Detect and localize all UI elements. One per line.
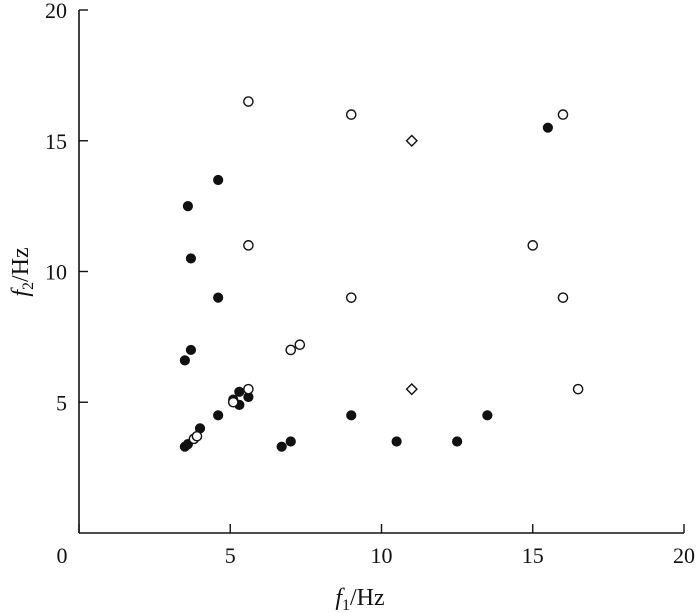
y-tick-label: 10 [45,260,67,285]
axis-ticks [78,9,685,533]
data-point-open-circle [294,339,306,351]
x-tick-label: 0 [57,543,68,568]
data-point-open-circle [285,344,297,356]
data-point-filled-circle [391,436,402,447]
data-point-open-circle [191,430,203,442]
x-tick-label: 5 [225,543,236,568]
data-point-open-circle [243,240,254,251]
data-point-filled-circle [346,410,357,421]
data-point-filled-circle [179,355,190,366]
data-point-filled-circle [185,344,197,356]
data-point-filled-circle [213,292,224,303]
data-point-filled-circle [542,122,553,133]
data-point-filled-circle [185,253,197,264]
data-point-open-circle [557,109,569,120]
data-point-open-circle [345,109,357,120]
x-tick-label: 15 [522,543,544,568]
data-point-open-circle [345,292,357,303]
y-axis-title: f2/Hz [8,247,37,296]
data-point-open-diamond [405,382,418,396]
data-point-filled-circle [234,386,245,397]
data-point-open-circle [243,383,254,395]
data-point-open-circle [572,383,584,395]
data-point-filled-circle [285,436,296,447]
data-point-open-circle [557,292,569,303]
data-point-filled-circle [182,201,193,212]
data-point-open-diamond [405,134,418,147]
x-tick-label: 10 [371,543,393,568]
x-tick-label: 20 [673,543,695,568]
y-tick-label: 5 [56,390,67,415]
data-points [179,96,584,452]
data-point-filled-circle [482,410,493,421]
data-point-filled-circle [452,436,463,447]
data-point-filled-circle [213,410,224,421]
data-point-open-circle [527,240,539,251]
data-point-open-circle [243,96,254,107]
data-point-open-circle [227,396,239,408]
data-point-filled-circle [276,441,287,452]
data-point-filled-circle [213,174,224,186]
y-tick-label: 20 [45,0,67,23]
tick-labels: 0 5 10 15 20 5 10 15 20 [45,0,695,568]
x-axis-title: f1/Hz [335,585,384,613]
y-tick-label: 15 [45,129,67,154]
